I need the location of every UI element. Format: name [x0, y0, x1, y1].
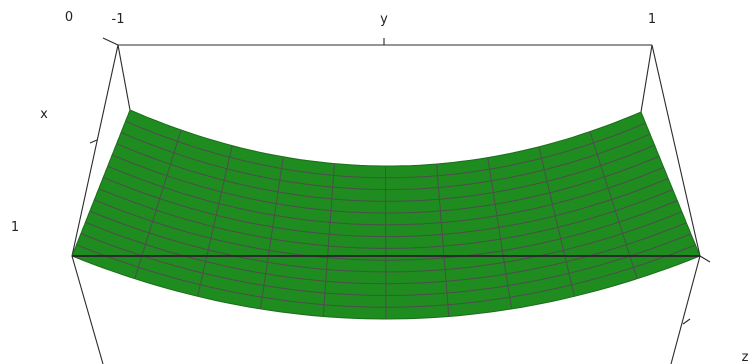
y-axis-label: y	[380, 12, 388, 27]
bounding-box-front	[71, 139, 711, 364]
box-corner-stub-right	[699, 255, 711, 263]
x-axis-label: x	[40, 107, 48, 122]
x-tick-label-0: 0	[65, 10, 73, 25]
box-edge-left-front-vertical	[71, 255, 104, 364]
surface-gridline-y	[487, 157, 513, 309]
x-axis-tick	[89, 139, 98, 144]
surface-mesh	[71, 109, 701, 320]
surface-gridline-y	[259, 156, 284, 309]
surface-gridline-y	[589, 131, 638, 279]
surface-gridline-y	[436, 163, 450, 317]
box-edge-right-back-vertical	[640, 44, 653, 113]
y-tick-label-1: 1	[648, 12, 656, 27]
surface-gridline-y	[538, 146, 575, 297]
box-edge-left-back-vertical	[117, 44, 131, 111]
z-axis-label: z	[742, 350, 749, 364]
box-edge-left-top	[71, 44, 119, 257]
surface-gridline-y	[385, 166, 387, 319]
y-tick-label-0: -1	[112, 12, 125, 27]
surface-gridline-y	[134, 129, 182, 279]
box-edge-right-front-vertical	[670, 255, 701, 364]
x-tick-label-1: 1	[11, 220, 19, 235]
box-edge-right-top	[651, 44, 701, 257]
z-axis-tick	[682, 318, 691, 325]
bounding-box-back	[71, 37, 701, 257]
box-corner-stub	[102, 37, 119, 46]
surface-gridline-y	[322, 163, 335, 317]
surface-gridline-y	[197, 145, 233, 297]
